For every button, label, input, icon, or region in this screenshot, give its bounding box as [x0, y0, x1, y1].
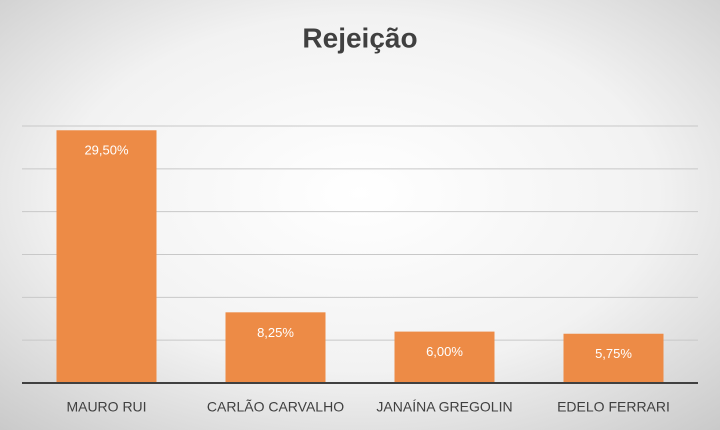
x-tick-label: CARLÃO CARVALHO [207, 399, 344, 415]
x-tick-label: EDELO FERRARI [557, 399, 670, 415]
x-tick-label: JANAÍNA GREGOLIN [376, 399, 512, 415]
bar [56, 130, 157, 383]
bar [563, 333, 664, 383]
bar [394, 331, 495, 383]
data-label: 5,75% [595, 346, 632, 361]
data-label: 29,50% [84, 143, 129, 158]
data-label: 8,25% [257, 325, 294, 340]
x-tick-label: MAURO RUI [66, 399, 146, 415]
chart-title: Rejeição [302, 22, 417, 53]
data-label: 6,00% [426, 344, 463, 359]
bar [225, 312, 326, 383]
